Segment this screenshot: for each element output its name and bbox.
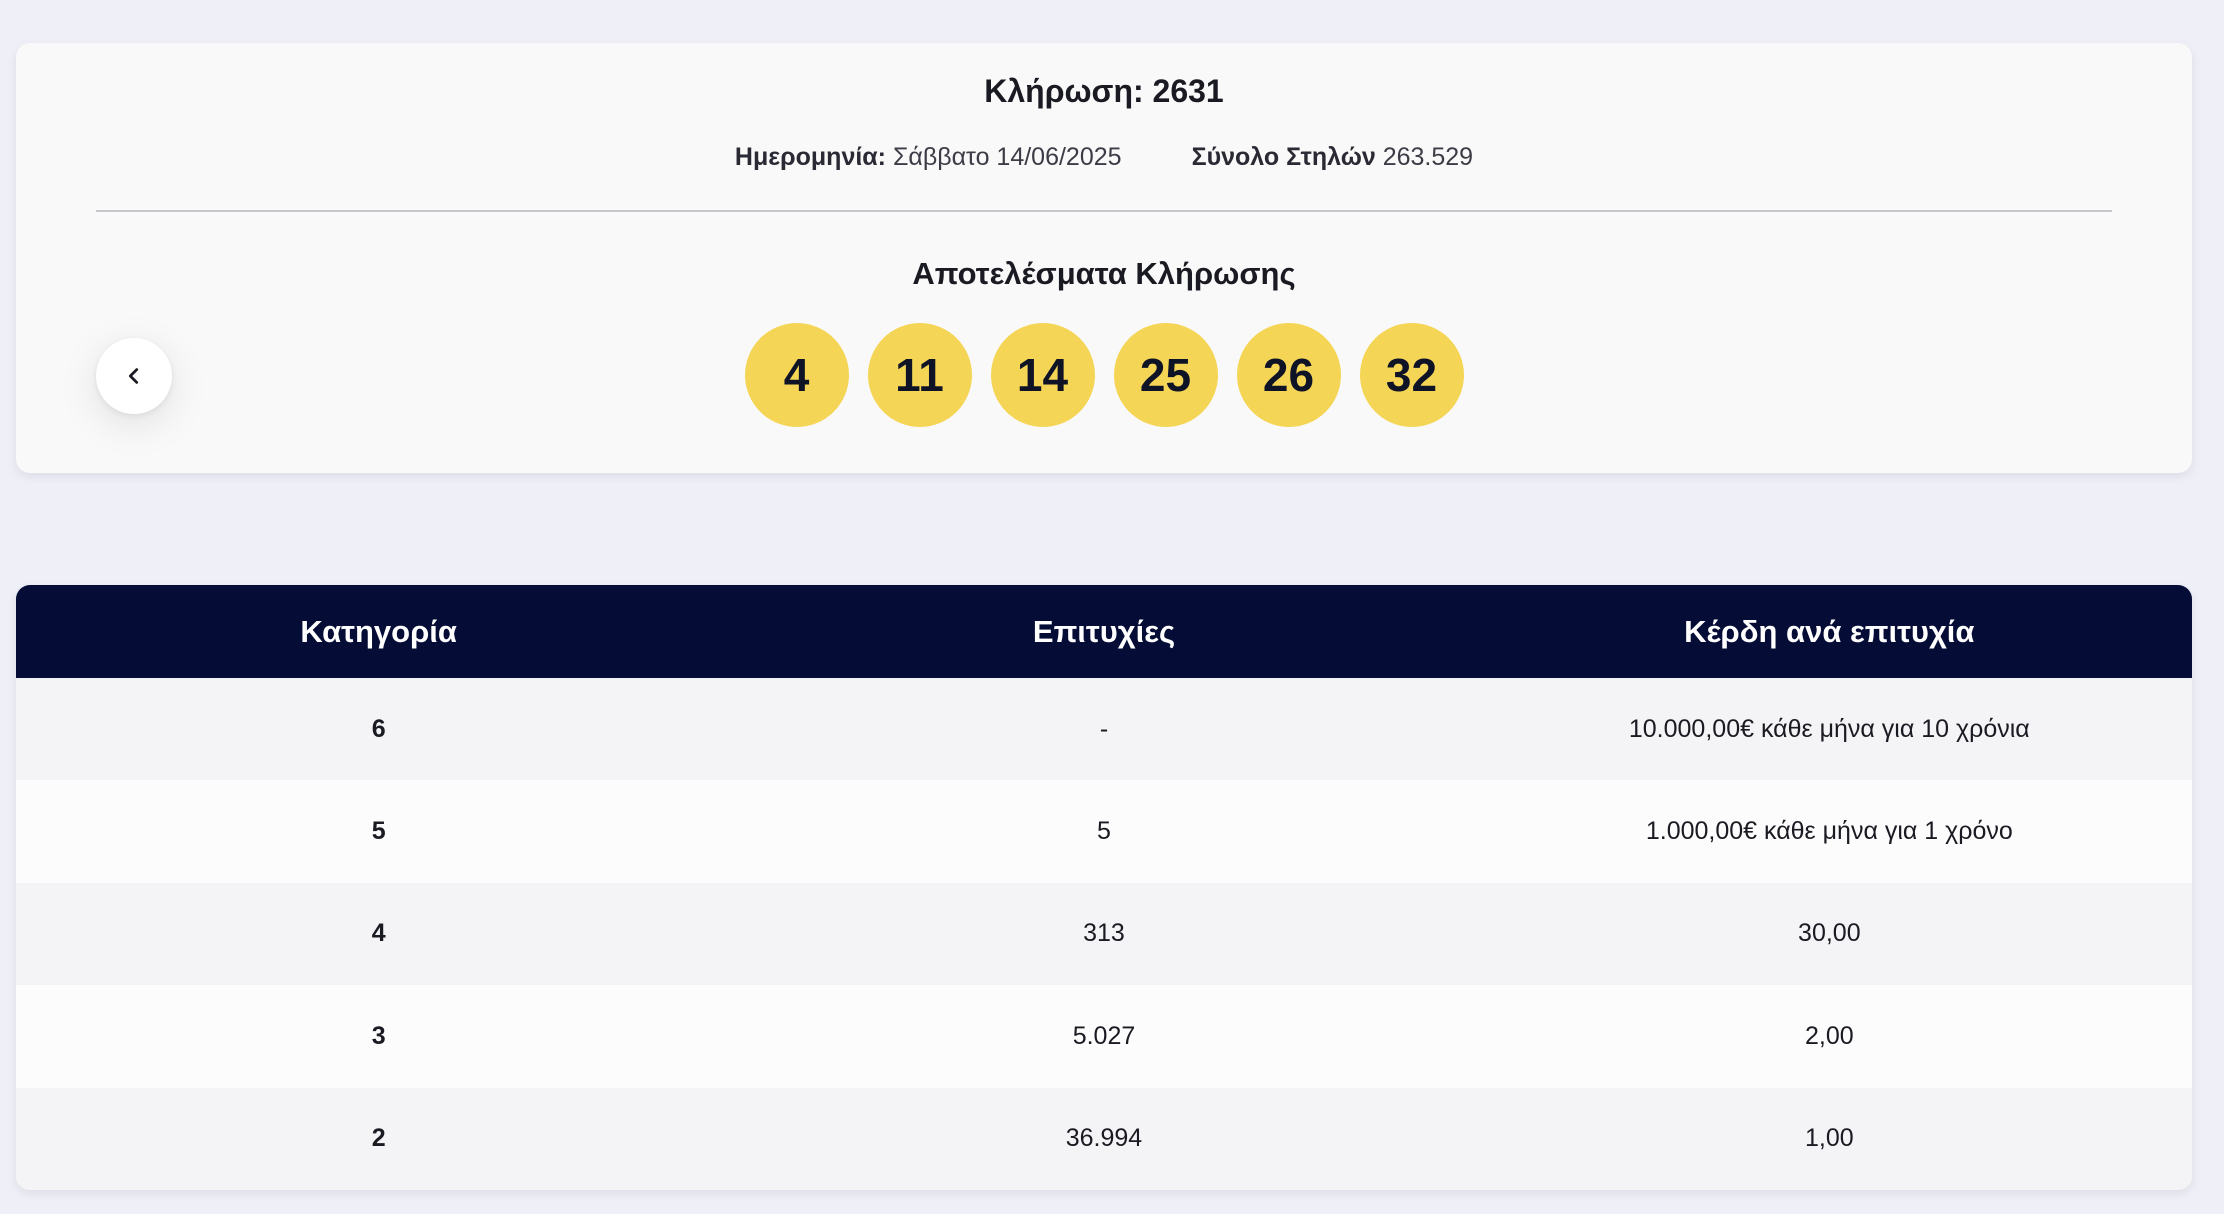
winning-numbers: 4 11 14 25 26 32 — [16, 323, 2192, 427]
cell-winners: 5 — [1097, 817, 1111, 846]
divider — [96, 210, 2112, 212]
cell-prize: 2,00 — [1804, 1021, 1854, 1050]
table-row: 2 36.994 1,00 — [16, 1087, 2192, 1190]
table-row: 4 313 30,00 — [16, 882, 2192, 986]
draw-columns-value: 263.529 — [1382, 143, 1474, 171]
header-winners: Επιτυχίες — [1032, 613, 1176, 649]
draw-columns: Σύνολο Στηλών 263.529 — [1192, 143, 1474, 172]
cell-prize: 1,00 — [1804, 1124, 1854, 1153]
cell-winners: 313 — [1083, 919, 1125, 948]
cell-prize: 30,00 — [1798, 919, 1861, 948]
number-ball: 25 — [1113, 323, 1218, 427]
cell-category: 3 — [371, 1021, 386, 1050]
cell-winners: - — [1099, 714, 1109, 743]
table-row: 5 5 1.000,00€ κάθε μήνα για 1 χρόνο — [16, 780, 2192, 883]
prize-table: Κατηγορία Επιτυχίες Κέρδη ανά επιτυχία 6… — [16, 585, 2192, 1190]
number-ball: 14 — [990, 323, 1095, 427]
draw-date: Ημερομηνία: Σάββατο 14/06/2025 — [735, 143, 1122, 172]
results-title: Αποτελέσματα Κλήρωσης — [912, 256, 1296, 291]
number-ball: 11 — [867, 323, 972, 427]
cell-winners: 36.994 — [1065, 1124, 1143, 1153]
cell-prize: 1.000,00€ κάθε μήνα για 1 χρόνο — [1645, 817, 2013, 846]
header-category: Κατηγορία — [300, 613, 457, 649]
cell-category: 2 — [371, 1124, 386, 1153]
draw-info-card: Κλήρωση: 2631 Ημερομηνία: Σάββατο 14/06/… — [16, 43, 2192, 473]
cell-category: 4 — [371, 919, 386, 948]
cell-category: 5 — [371, 817, 386, 846]
draw-columns-label: Σύνολο Στηλών — [1191, 143, 1376, 171]
cell-prize: 10.000,00€ κάθε μήνα για 10 χρόνια — [1628, 714, 2030, 743]
table-row: 6 - 10.000,00€ κάθε μήνα για 10 χρόνια — [16, 678, 2192, 781]
number-ball: 26 — [1236, 323, 1341, 427]
cell-winners: 5.027 — [1072, 1021, 1136, 1050]
chevron-left-icon — [128, 368, 139, 384]
table-header-row: Κατηγορία Επιτυχίες Κέρδη ανά επιτυχία — [16, 585, 2192, 678]
draw-date-label: Ημερομηνία: — [734, 143, 886, 171]
number-ball: 4 — [744, 323, 849, 427]
previous-draw-button[interactable] — [96, 338, 172, 414]
draw-meta: Ημερομηνία: Σάββατο 14/06/2025 Σύνολο Στ… — [16, 143, 2192, 172]
header-prize: Κέρδη ανά επιτυχία — [1684, 613, 1975, 649]
cell-category: 6 — [371, 714, 386, 743]
number-ball: 32 — [1359, 323, 1464, 427]
draw-date-value: Σάββατο 14/06/2025 — [892, 143, 1122, 171]
draw-title: Κλήρωση: 2631 — [984, 73, 1224, 109]
prize-table-card: Κατηγορία Επιτυχίες Κέρδη ανά επιτυχία 6… — [16, 585, 2192, 1190]
table-row: 3 5.027 2,00 — [16, 985, 2192, 1088]
